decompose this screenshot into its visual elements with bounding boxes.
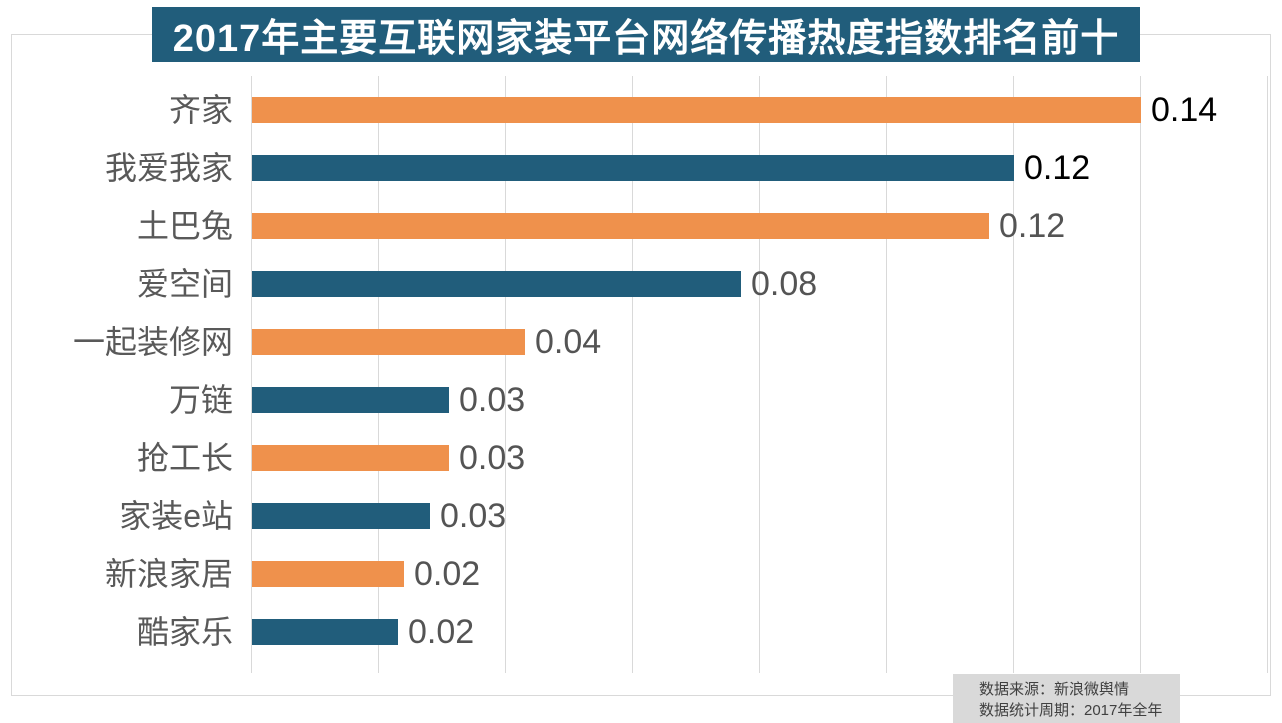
bar-row: 我爱我家 0.12 [0,139,1282,197]
gridline [1013,76,1014,673]
value-label: 0.02 [414,555,481,593]
source-line-1: 数据来源：新浪微舆情 [979,681,1130,698]
bar [252,97,1141,123]
value-label: 0.03 [459,439,526,477]
value-label: 0.02 [408,613,475,651]
y-axis-line [251,76,252,673]
bar [252,271,741,297]
category-label: 家装e站 [119,498,233,534]
gridline [505,76,506,673]
category-label: 土巴兔 [136,208,233,244]
bar-row: 土巴兔 0.12 [0,197,1282,255]
category-label: 抢工长 [136,440,233,476]
value-label: 0.12 [1024,149,1091,187]
bar-row: 齐家 0.14 [0,81,1282,139]
source-line-2: 数据统计周期：2017年全年 [979,702,1163,719]
gridline [886,76,887,673]
category-label: 我爱我家 [104,150,233,186]
bar [252,503,430,529]
gridline [1267,76,1268,673]
gridline [378,76,379,673]
category-label: 酷家乐 [136,614,233,650]
category-label: 爱空间 [136,266,233,302]
bar-row: 新浪家居 0.02 [0,545,1282,603]
value-label: 0.03 [459,381,526,419]
bar [252,213,989,239]
source-box: 数据来源：新浪微舆情 数据统计周期：2017年全年 [953,674,1180,723]
value-label: 0.03 [440,497,507,535]
chart-title: 2017年主要互联网家装平台网络传播热度指数排名前十 [152,7,1140,62]
bar [252,387,449,413]
gridline [632,76,633,673]
category-label: 齐家 [168,92,233,128]
category-label: 新浪家居 [104,556,233,592]
bar [252,445,449,471]
gridline [759,76,760,673]
value-label: 0.04 [535,323,602,361]
value-label: 0.14 [1151,91,1218,129]
bar [252,561,404,587]
chart-plot-border [11,34,1271,696]
bar-row: 家装e站 0.03 [0,487,1282,545]
value-label: 0.12 [999,207,1066,245]
bar-row: 抢工长 0.03 [0,429,1282,487]
category-label: 一起装修网 [72,324,233,360]
bar-row: 万链 0.03 [0,371,1282,429]
gridline [1140,76,1141,673]
value-label: 0.08 [751,265,818,303]
bar-row: 爱空间 0.08 [0,255,1282,313]
bar-row: 一起装修网 0.04 [0,313,1282,371]
bar-row: 酷家乐 0.02 [0,603,1282,661]
bar [252,155,1014,181]
bar [252,329,525,355]
bar [252,619,398,645]
category-label: 万链 [168,382,233,418]
